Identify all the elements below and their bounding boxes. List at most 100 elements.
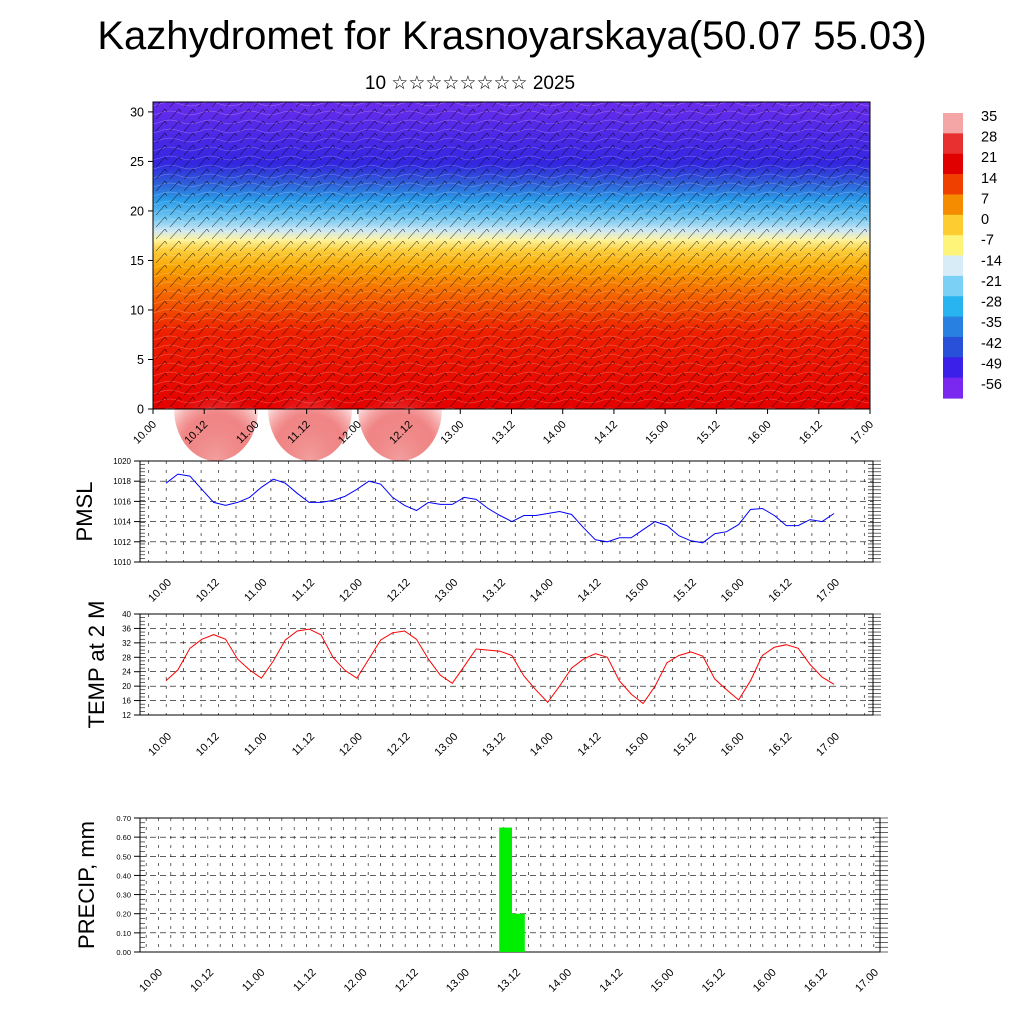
panel-frame [139, 613, 874, 716]
y-tick-label: 20 [122, 682, 131, 691]
x-tick-label: 15.00 [623, 577, 651, 605]
x-tick-label: 16.00 [746, 419, 774, 447]
x-tick-label: 10.00 [146, 731, 174, 759]
colorbar-swatch [943, 357, 963, 379]
x-tick-label: 15.00 [623, 731, 651, 759]
x-tick-label: 11.12 [291, 967, 318, 994]
y-tick-label: 20 [130, 204, 144, 218]
colorbar-swatch [943, 377, 963, 399]
y-tick-label: 5 [137, 353, 144, 367]
y-tick-label: 1014 [113, 518, 131, 527]
x-tick-label: 16.00 [719, 731, 747, 759]
y-axis-label: PMSL [72, 482, 97, 542]
wind-barbs [153, 102, 870, 409]
y-tick-label: 1010 [113, 558, 131, 567]
panel-frame [139, 460, 874, 563]
y-tick-label: 0.30 [116, 891, 131, 900]
x-tick-label: 14.12 [576, 577, 604, 605]
y-tick-label: 1020 [113, 457, 131, 466]
x-tick-label: 10.12 [194, 731, 222, 759]
x-tick-label: 13.12 [490, 419, 518, 447]
x-tick-label: 10.00 [146, 577, 174, 605]
x-tick-label: 11.00 [242, 577, 269, 604]
colorbar-label: 14 [981, 171, 997, 187]
x-tick-label: 10.00 [137, 967, 165, 995]
x-tick-label: 11.12 [290, 577, 317, 604]
colorbar-swatch [943, 153, 963, 175]
y-tick-label: 0.50 [116, 852, 131, 861]
precip-panel: 0.70 0.60 0.50 0.40 0.30 0.20 0.10 0.00 PRECIP, … [74, 814, 888, 995]
x-tick-label: 13.00 [444, 967, 472, 995]
colorbar-label: -56 [981, 377, 1002, 393]
x-tick-label: 14.12 [592, 419, 620, 447]
colorbar-swatch [943, 194, 963, 216]
y-tick-label: 16 [122, 697, 131, 706]
colorbar-swatch [943, 174, 963, 196]
x-tick-label: 12.00 [337, 731, 365, 759]
x-tick-label: 15.12 [695, 419, 723, 447]
y-tick-label: 12 [122, 711, 131, 720]
x-tick-label: 14.00 [541, 419, 569, 447]
colorbar-swatch [943, 255, 963, 277]
x-tick-label: 16.12 [802, 967, 830, 995]
y-tick-label: 0.40 [116, 871, 131, 880]
x-tick-label: 14.00 [546, 967, 574, 995]
colorbar-label: -42 [981, 336, 1002, 352]
colorbar-label: -7 [981, 233, 994, 249]
y-tick-label: 30 [130, 105, 144, 119]
colorbar-swatch [943, 296, 963, 318]
pmsl-panel: 1020 1018 1016 1014 1012 1010 PMSL 10.00 10.12 11… [72, 457, 881, 605]
y-tick-label: 0.60 [116, 833, 131, 842]
colorbar-label: 7 [981, 191, 989, 207]
colorbar-label: -28 [981, 295, 1002, 311]
x-tick-label: 11.00 [240, 967, 267, 994]
colorbar-label: -21 [981, 274, 1002, 290]
colorbar-swatch [943, 214, 963, 236]
x-tick-label: 11.12 [290, 731, 317, 758]
y-tick-label: 15 [130, 254, 144, 268]
x-tick-label: 16.00 [719, 577, 747, 605]
x-tick-label: 14.00 [528, 731, 556, 759]
chart-title: Kazhydromet for Krasnoyarskaya(50.07 55.… [97, 14, 927, 58]
colorbar-label: 35 [981, 109, 997, 125]
y-axis-label: PRECIP, mm [74, 821, 99, 949]
y-tick-label: 40 [122, 610, 131, 619]
colorbar: 35 28 21 14 7 0 -7 -14 -21 -28 -35 -42 -49 -56 [943, 109, 1002, 399]
temp-series-line [165, 628, 835, 705]
pmsl-series-line [165, 473, 835, 544]
chart-subtitle: 10 ☆☆☆☆☆☆☆☆ 2025 [364, 73, 576, 94]
precip-bar [512, 913, 525, 952]
colorbar-swatch [943, 133, 963, 155]
colorbar-swatch [943, 316, 963, 338]
x-tick-label: 15.12 [700, 967, 728, 995]
y-tick-label: 0.10 [116, 929, 131, 938]
x-tick-label: 16.12 [766, 577, 794, 605]
x-tick-label: 17.00 [853, 967, 881, 995]
x-tick-label: 12.12 [393, 967, 421, 995]
x-tick-label: 17.00 [814, 577, 842, 605]
x-tick-label: 17.00 [814, 731, 842, 759]
y-tick-label: 0.70 [116, 814, 131, 823]
x-tick-label: 15.12 [671, 731, 699, 759]
x-tick-label: 13.00 [432, 577, 460, 605]
y-tick-label: 32 [122, 639, 131, 648]
x-tick-label: 12.00 [337, 577, 365, 605]
y-tick-label: 10 [130, 303, 144, 317]
colorbar-label: 0 [981, 212, 989, 228]
x-tick-label: 14.12 [576, 731, 604, 759]
y-tick-label: 1012 [113, 538, 131, 547]
x-tick-label: 15.12 [671, 577, 699, 605]
colorbar-swatch [943, 275, 963, 297]
x-tick-label: 16.12 [797, 419, 825, 447]
colorbar-label: 21 [981, 150, 997, 166]
y-tick-label: 25 [130, 155, 144, 169]
x-tick-label: 14.00 [528, 577, 556, 605]
x-tick-label: 10.12 [188, 967, 216, 995]
y-tick-label: 36 [122, 624, 131, 633]
y-tick-label: 24 [122, 668, 131, 677]
cross-section-y-axis: 0 5 10 15 20 25 30 [130, 105, 153, 417]
x-tick-label: 13.00 [438, 419, 466, 447]
x-tick-label: 11.00 [242, 731, 269, 758]
